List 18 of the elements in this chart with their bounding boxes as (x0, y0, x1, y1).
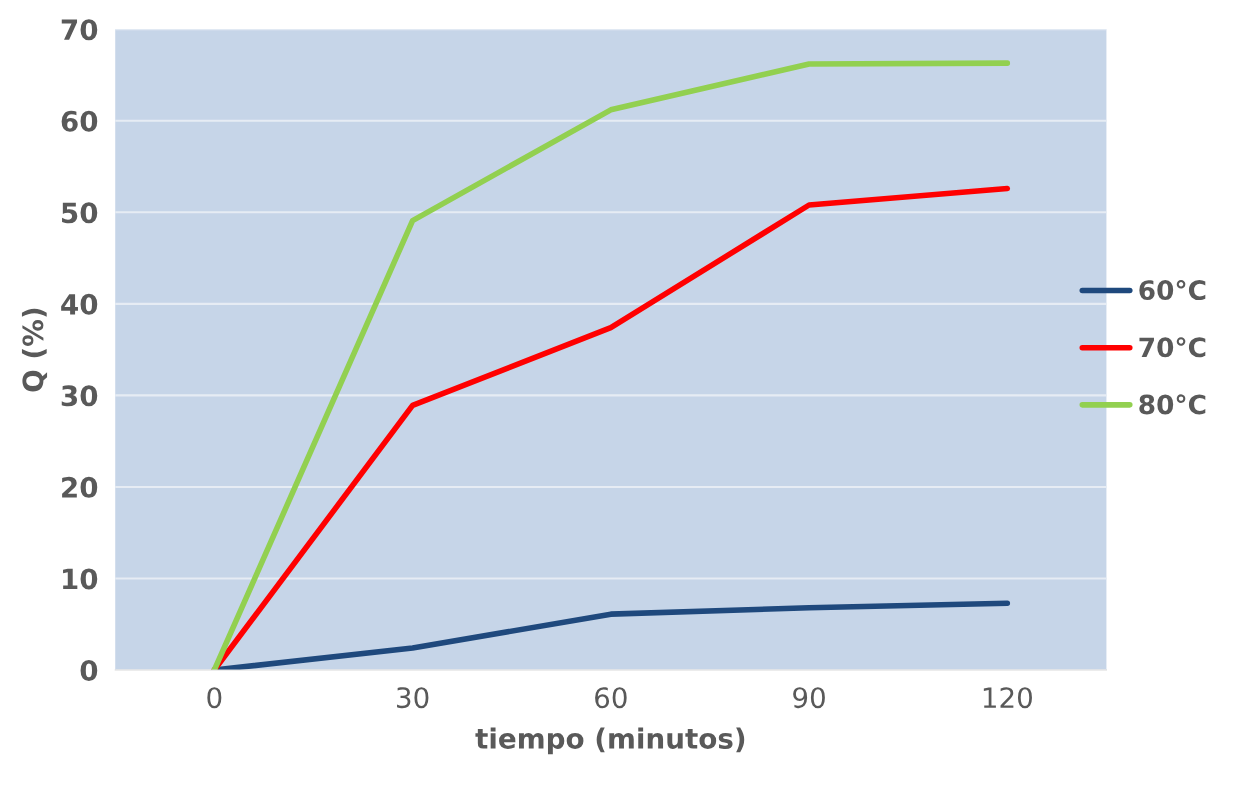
y-tick-label: 30 (61, 385, 98, 407)
y-tick-label: 50 (62, 202, 98, 224)
y-tick-label: 60 (61, 110, 98, 132)
legend-label: 80°C (1139, 394, 1206, 415)
y-tick-label: 20 (62, 476, 98, 498)
x-tick-label: 120 (983, 687, 1032, 709)
x-axis-title: tiempo (minutos) (475, 727, 745, 755)
x-tick-label: 0 (207, 687, 222, 709)
y-tick-label: 0 (80, 659, 98, 681)
y-tick-label: 40 (61, 293, 98, 315)
x-tick-label: 90 (793, 687, 825, 709)
y-tick-label: 70 (61, 19, 98, 41)
legend-label: 60°C (1139, 279, 1206, 301)
legend-label: 70°C (1139, 337, 1206, 358)
y-tick-label: 10 (63, 568, 98, 590)
y-axis-title: Q (%) (21, 308, 48, 392)
x-tick-label: 30 (397, 687, 429, 709)
x-tick-label: 60 (595, 687, 627, 709)
